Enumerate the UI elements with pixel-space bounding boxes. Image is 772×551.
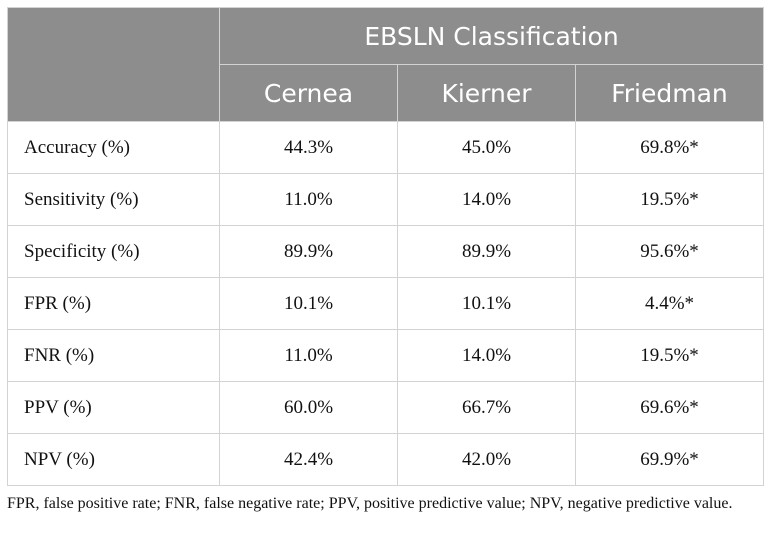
row-label: Specificity (%): [7, 225, 220, 278]
row-label: Accuracy (%): [7, 121, 220, 174]
table-row: FNR (%) 11.0% 14.0% 19.5%*: [7, 329, 764, 382]
cell-value: 14.0%: [397, 329, 576, 382]
table-row: PPV (%) 60.0% 66.7% 69.6%*: [7, 381, 764, 434]
row-label: FNR (%): [7, 329, 220, 382]
table-row: Specificity (%) 89.9% 89.9% 95.6%*: [7, 225, 764, 278]
cell-value: 89.9%: [397, 225, 576, 278]
table-row: FPR (%) 10.1% 10.1% 4.4%*: [7, 277, 764, 330]
cell-value: 69.8%*: [575, 121, 764, 174]
row-label: PPV (%): [7, 381, 220, 434]
group-header: EBSLN Classification: [219, 7, 764, 65]
cell-value: 19.5%*: [575, 329, 764, 382]
table-row: NPV (%) 42.4% 42.0% 69.9%*: [7, 433, 764, 486]
cell-value: 4.4%*: [575, 277, 764, 330]
cell-value: 69.9%*: [575, 433, 764, 486]
cell-value: 45.0%: [397, 121, 576, 174]
cell-value: 14.0%: [397, 173, 576, 226]
column-header-friedman: Friedman: [575, 64, 764, 122]
cell-value: 89.9%: [219, 225, 398, 278]
cell-value: 60.0%: [219, 381, 398, 434]
row-label: Sensitivity (%): [7, 173, 220, 226]
table-footnote: FPR, false positive rate; FNR, false neg…: [7, 495, 733, 512]
cell-value: 42.4%: [219, 433, 398, 486]
table-row: Sensitivity (%) 11.0% 14.0% 19.5%*: [7, 173, 764, 226]
row-label: FPR (%): [7, 277, 220, 330]
cell-value: 66.7%: [397, 381, 576, 434]
cell-value: 10.1%: [219, 277, 398, 330]
cell-value: 19.5%*: [575, 173, 764, 226]
cell-value: 69.6%*: [575, 381, 764, 434]
cell-value: 10.1%: [397, 277, 576, 330]
cell-value: 95.6%*: [575, 225, 764, 278]
header-corner-cell: [7, 7, 220, 122]
results-table: EBSLN Classification Cernea Kierner Frie…: [7, 7, 764, 486]
cell-value: 11.0%: [219, 329, 398, 382]
column-header-cernea: Cernea: [219, 64, 398, 122]
row-label: NPV (%): [7, 433, 220, 486]
table-row: Accuracy (%) 44.3% 45.0% 69.8%*: [7, 121, 764, 174]
column-header-kierner: Kierner: [397, 64, 576, 122]
cell-value: 11.0%: [219, 173, 398, 226]
cell-value: 44.3%: [219, 121, 398, 174]
cell-value: 42.0%: [397, 433, 576, 486]
